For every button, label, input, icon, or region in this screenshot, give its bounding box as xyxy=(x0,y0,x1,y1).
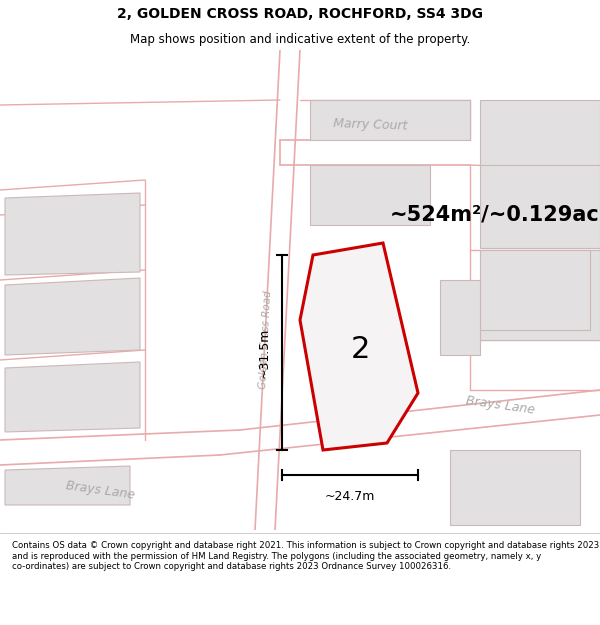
Polygon shape xyxy=(300,243,418,450)
Polygon shape xyxy=(5,278,140,355)
Polygon shape xyxy=(480,100,600,170)
Text: Brays Lane: Brays Lane xyxy=(65,479,136,501)
Text: Brays Lane: Brays Lane xyxy=(464,394,535,416)
Polygon shape xyxy=(480,250,590,330)
Polygon shape xyxy=(310,100,470,140)
Text: Marry Court: Marry Court xyxy=(332,118,407,132)
Text: 2, GOLDEN CROSS ROAD, ROCHFORD, SS4 3DG: 2, GOLDEN CROSS ROAD, ROCHFORD, SS4 3DG xyxy=(117,7,483,21)
Text: 2: 2 xyxy=(350,336,370,364)
Polygon shape xyxy=(450,450,580,525)
Text: ~24.7m: ~24.7m xyxy=(325,491,375,504)
Text: ~524m²/~0.129ac.: ~524m²/~0.129ac. xyxy=(390,205,600,225)
Text: Map shows position and indicative extent of the property.: Map shows position and indicative extent… xyxy=(130,32,470,46)
Polygon shape xyxy=(440,280,480,355)
Polygon shape xyxy=(315,298,395,388)
Text: Golden Cross Road: Golden Cross Road xyxy=(259,291,274,389)
Polygon shape xyxy=(480,250,600,340)
Text: ~31.5m: ~31.5m xyxy=(257,328,271,378)
Polygon shape xyxy=(310,165,430,225)
Polygon shape xyxy=(5,193,140,275)
Polygon shape xyxy=(5,466,130,505)
Text: Contains OS data © Crown copyright and database right 2021. This information is : Contains OS data © Crown copyright and d… xyxy=(12,541,599,571)
Polygon shape xyxy=(5,362,140,432)
Polygon shape xyxy=(480,165,600,248)
